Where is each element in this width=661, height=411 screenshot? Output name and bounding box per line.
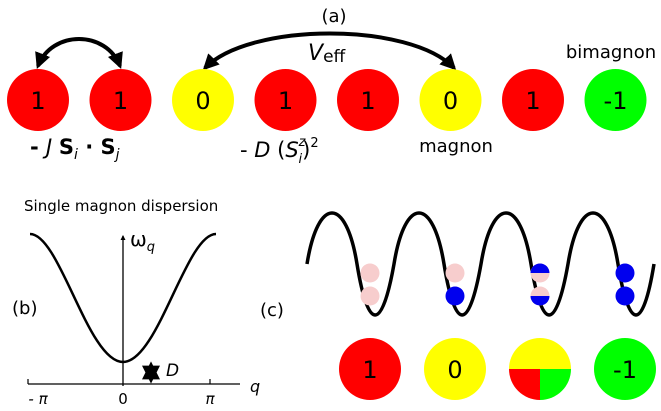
site-ball (89, 69, 152, 131)
omega-label: ωq (130, 227, 155, 255)
gap-label: D (166, 361, 179, 381)
site-value: 0 (195, 87, 210, 115)
site-value: -1 (604, 87, 628, 115)
veff-label: Veff (308, 41, 347, 67)
anisotropy-term: - D (Sz i)2 (240, 135, 319, 167)
site-ball (502, 69, 564, 131)
panel-a-label: (a) (321, 6, 346, 27)
occupied-site-dot (615, 286, 635, 306)
site-value: 1 (525, 87, 540, 115)
site-ball (172, 69, 234, 131)
veff-arrow (202, 31, 457, 71)
exchange-term: - J Si · Sj (30, 135, 120, 163)
empty-site-dot (360, 263, 380, 283)
optical-lattice-curve (305, 211, 656, 317)
legend-site-0-label: 0 (447, 356, 462, 384)
well-3 (530, 263, 550, 306)
empty-site-dot (445, 263, 465, 283)
dispersion-title: Single magnon dispersion (24, 197, 218, 215)
tick-label-zero: 0 (118, 390, 128, 408)
legend-site-0 (424, 338, 486, 400)
site-value: 1 (360, 87, 375, 115)
site-value: 1 (30, 87, 45, 115)
site-value: 0 (443, 87, 458, 115)
site-value: 1 (278, 87, 293, 115)
site-ball (254, 69, 317, 131)
legend-site-1 (339, 338, 401, 400)
legend-site-1-label: 1 (362, 356, 377, 384)
well-2 (445, 263, 465, 306)
occupied-site-dot (615, 263, 635, 283)
site-value: 1 (113, 87, 128, 115)
well-1 (360, 263, 380, 306)
site-ball (7, 69, 69, 131)
occupied-site-dot (445, 286, 465, 306)
legend-site-minus1 (594, 338, 656, 400)
q-axis-label: q (250, 377, 260, 396)
tick-label-minus-pi: - π (28, 390, 48, 408)
panel-c-label: (c) (260, 300, 284, 321)
tick-label-pi: π (205, 390, 215, 408)
empty-site-dot (360, 286, 380, 306)
half-occupied-site-dot (530, 296, 550, 306)
panel-b-label: (b) (12, 298, 37, 319)
legend-superposition-ball (509, 338, 571, 400)
well-4 (615, 263, 635, 306)
site-ball (584, 69, 647, 131)
magnon-label: magnon (419, 136, 493, 157)
dispersion-curve (29, 232, 217, 364)
exchange-arrow (35, 37, 123, 69)
site-ball (419, 69, 482, 131)
site-row: 1 1 0 1 1 0 1 -1 (7, 69, 647, 131)
site-ball (337, 69, 399, 131)
legend-site-minus1-label: -1 (613, 356, 637, 384)
bimagnon-label: bimagnon (566, 42, 656, 63)
half-occupied-site-dot (530, 263, 550, 273)
